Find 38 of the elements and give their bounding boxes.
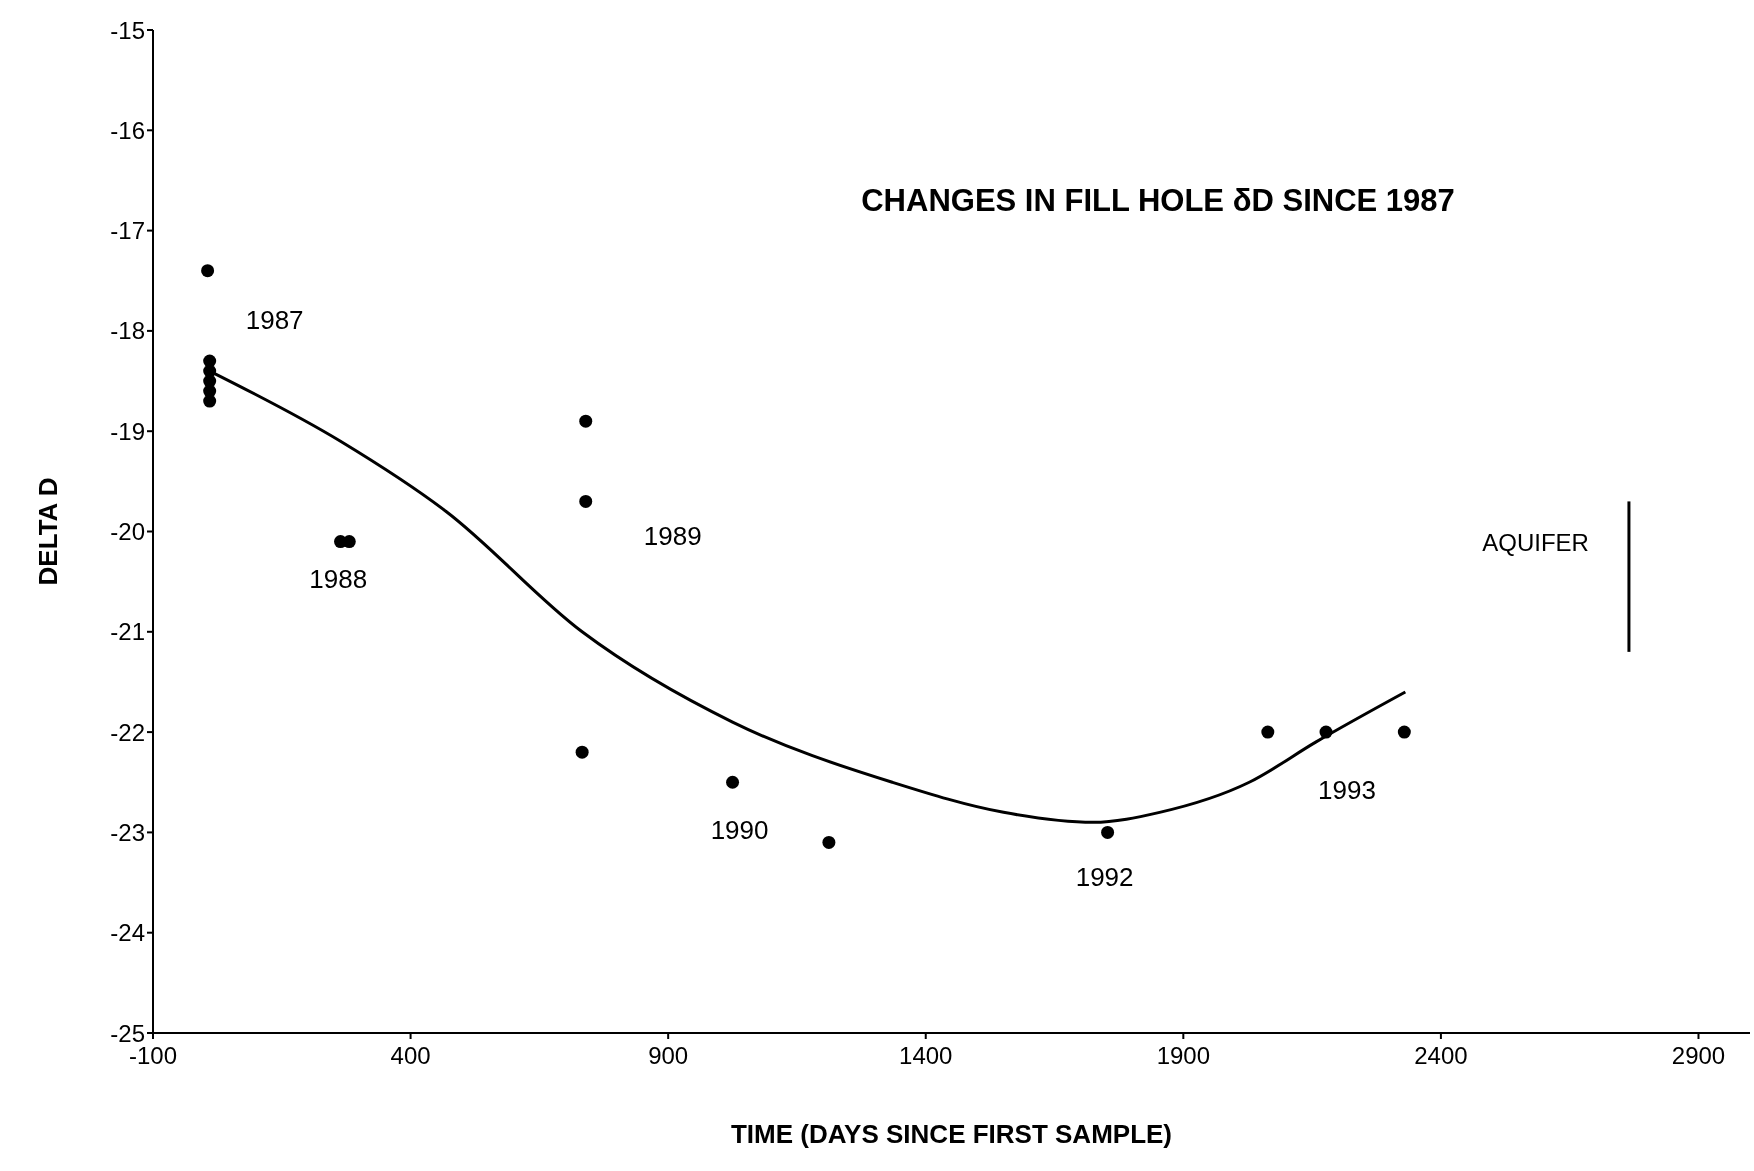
annotation: 1993 xyxy=(1318,775,1376,806)
point xyxy=(1319,725,1333,739)
y-tick-label: -20 xyxy=(110,518,145,546)
text: CHANGES IN FILL HOLE δD SINCE 1987 xyxy=(860,183,1456,219)
y-tick-label: -17 xyxy=(110,217,145,245)
point xyxy=(201,264,215,278)
x-tick-label: 2900 xyxy=(1671,1042,1726,1070)
point xyxy=(575,745,589,759)
x-axis-title: TIME (DAYS SINCE FIRST SAMPLE) xyxy=(730,1119,1173,1149)
y-tick-label: -19 xyxy=(110,417,145,445)
x-tick-label: 1900 xyxy=(1156,1042,1211,1070)
point xyxy=(726,775,740,789)
annotation: 1989 xyxy=(643,520,702,551)
x-tick-label: 900 xyxy=(648,1042,689,1070)
point xyxy=(1261,725,1275,739)
point xyxy=(203,394,217,408)
point xyxy=(1397,725,1411,739)
x-tick-label: 400 xyxy=(390,1042,431,1070)
y-tick-label: -16 xyxy=(110,116,145,144)
point xyxy=(822,835,836,849)
annotation: 1992 xyxy=(1075,861,1134,892)
y-tick-label: -22 xyxy=(110,718,145,746)
annotation: 1987 xyxy=(245,305,304,336)
y-axis-title: DELTA D xyxy=(33,477,64,586)
y-tick-label: -15 xyxy=(110,16,145,44)
point xyxy=(1101,825,1115,839)
y-tick-label: -23 xyxy=(110,818,145,846)
series-label: AQUIFER xyxy=(1482,529,1589,557)
annotation: 1990 xyxy=(710,815,769,846)
y-tick-label: -18 xyxy=(110,317,145,345)
y-tick-label: -21 xyxy=(110,618,145,646)
point xyxy=(579,414,593,428)
x-tick-label: 2400 xyxy=(1414,1042,1468,1070)
point xyxy=(342,535,356,549)
annotation: 1988 xyxy=(309,563,368,594)
x-tick-label: 1400 xyxy=(899,1042,953,1070)
point xyxy=(579,494,593,508)
y-tick-label: -24 xyxy=(110,919,145,947)
